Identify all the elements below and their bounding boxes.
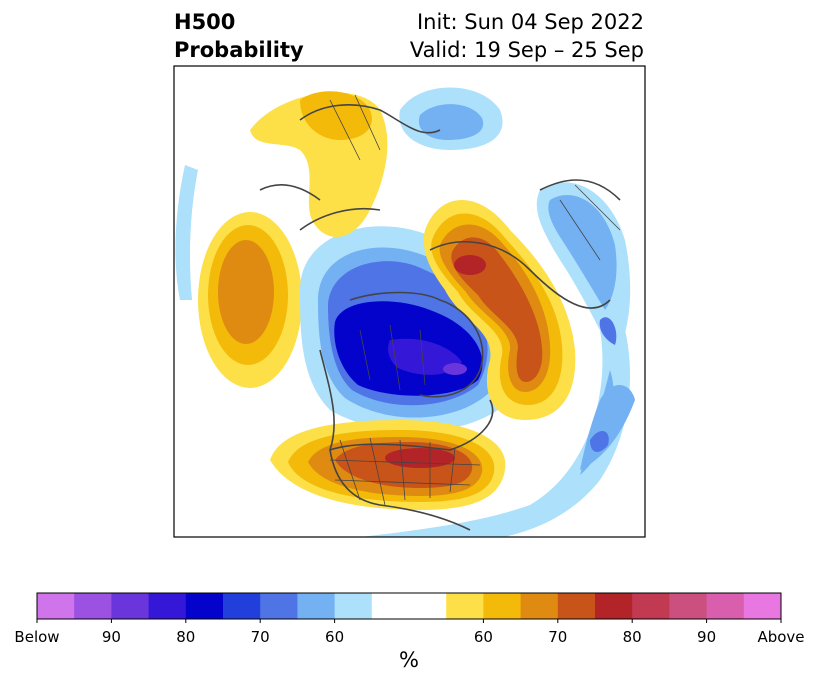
colorbar-cell: [334, 593, 373, 619]
colorbar: [36, 592, 782, 623]
map-frame: [173, 65, 646, 538]
colorbar-cell: [148, 593, 187, 619]
colorbar-cell: [632, 593, 670, 619]
colorbar-cell: [743, 593, 782, 619]
colorbar-cell: [595, 593, 633, 619]
atlantic-negative: [536, 182, 635, 470]
colorbar-cell: [483, 593, 522, 619]
colorbar-cell: [111, 593, 150, 619]
siberia-negative: [399, 87, 503, 150]
colorbar-cell: [371, 593, 447, 619]
colorbar-tick-label: 90: [101, 628, 121, 646]
colorbar-tick-label: 80: [622, 628, 642, 646]
colorbar-tick-label: 70: [548, 628, 568, 646]
colorbar-cell: [557, 593, 596, 619]
colorbar-cell: [223, 593, 261, 619]
colorbar-cell: [74, 593, 112, 619]
europe-positive: [250, 91, 388, 237]
title-subtitle: Probability: [174, 38, 304, 62]
colorbar-tick-label: 60: [473, 628, 493, 646]
init-date: Init: Sun 04 Sep 2022: [416, 10, 644, 34]
colorbar-cell: [37, 593, 75, 619]
colorbar-cell: [297, 593, 336, 619]
colorbar-tick-label: Below: [14, 628, 60, 646]
colorbar-tick-label: 90: [697, 628, 717, 646]
pacific-positive: [198, 212, 302, 388]
colorbar-cell: [260, 593, 298, 619]
coastlines: [259, 104, 621, 531]
colorbar-tick-label: 60: [325, 628, 345, 646]
title-variable: H500: [174, 10, 236, 34]
colorbar-tick-label: Above: [757, 628, 805, 646]
chart-dates: Init: Sun 04 Sep 2022 Valid: 19 Sep – 25…: [410, 8, 644, 64]
colorbar-tick-label: 70: [250, 628, 270, 646]
colorbar-cell: [185, 593, 224, 619]
chart-title: H500 Probability: [174, 8, 304, 64]
colorbar-cell: [706, 593, 745, 619]
colorbar-tick-label: 80: [176, 628, 196, 646]
arctic-positive: [423, 200, 576, 420]
boundaries: [329, 94, 621, 506]
colorbar-unit: %: [399, 648, 419, 672]
colorbar-frame: [36, 592, 782, 620]
colorbar-cell: [520, 593, 559, 619]
valid-range: Valid: 19 Sep – 25 Sep: [409, 38, 644, 62]
colorbar-cell: [446, 593, 484, 619]
colorbar-cell: [669, 593, 708, 619]
anomaly-fields: [175, 87, 635, 537]
map-panel: [174, 66, 645, 537]
